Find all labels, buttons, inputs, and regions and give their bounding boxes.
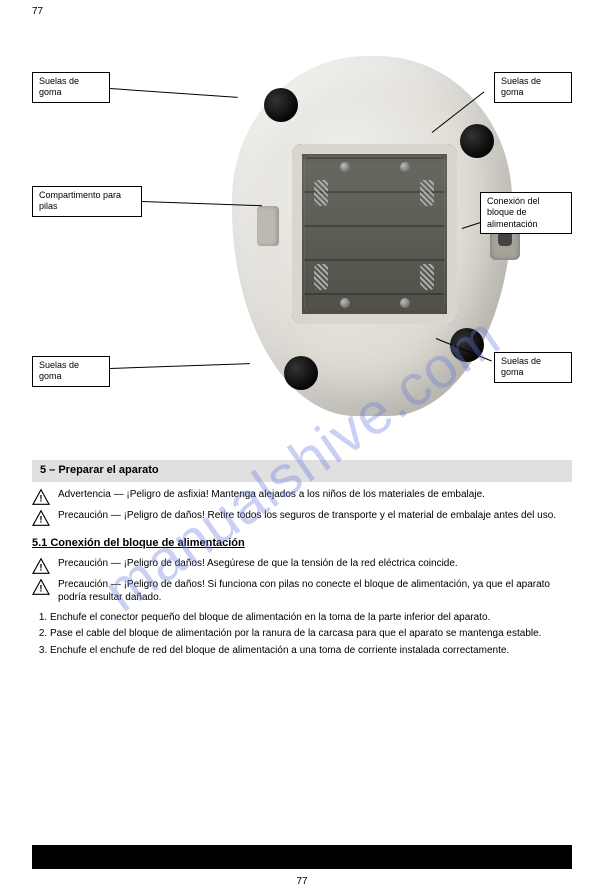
warning-icon: !: [32, 489, 50, 505]
svg-text:!: !: [39, 583, 42, 594]
callout-jack: Conexión del bloque de alimentación: [480, 192, 572, 234]
rubber-foot: [284, 356, 318, 390]
warning-text: Precaución — ¡Peligro de daños! Si funci…: [58, 578, 572, 605]
warning-row: ! Precaución — ¡Peligro de daños! Asegúr…: [32, 557, 572, 574]
warning-icon: !: [32, 510, 50, 526]
steps-list: Enchufe el conector pequeño del bloque d…: [32, 611, 572, 658]
rubber-foot: [460, 124, 494, 158]
page-number-top: 77: [32, 6, 43, 17]
callout-foot-br: Suelas de goma: [494, 352, 572, 383]
device-illustration: [202, 46, 502, 426]
battery-compartment: [292, 144, 457, 324]
warning-row: ! Precaución — ¡Peligro de daños! Si fun…: [32, 578, 572, 605]
callout-foot-bl: Suelas de goma: [32, 356, 110, 387]
footer-bar: [32, 845, 572, 869]
section-body: ! Advertencia — ¡Peligro de asfixia! Man…: [32, 488, 572, 660]
list-item: Enchufe el conector pequeño del bloque d…: [50, 611, 572, 625]
warning-row: ! Precaución — ¡Peligro de daños! Retire…: [32, 509, 572, 526]
warning-row: ! Advertencia — ¡Peligro de asfixia! Man…: [32, 488, 572, 505]
subsection-heading: 5.1 Conexión del bloque de alimentación: [32, 536, 572, 551]
callout-foot-tl: Suelas de goma: [32, 72, 110, 103]
warning-text: Precaución — ¡Peligro de daños! Asegúres…: [58, 557, 458, 574]
warning-text: Advertencia — ¡Peligro de asfixia! Mante…: [58, 488, 485, 505]
callout-battery: Compartimento para pilas: [32, 186, 142, 217]
warning-icon: !: [32, 579, 50, 595]
device-figure: Suelas de goma Compartimento para pilas …: [32, 36, 572, 446]
page-number-bottom: 77: [296, 876, 307, 887]
warning-text: Precaución — ¡Peligro de daños! Retire t…: [58, 509, 556, 526]
list-item: Pase el cable del bloque de alimentación…: [50, 627, 572, 641]
list-item: Enchufe el enchufe de red del bloque de …: [50, 644, 572, 658]
svg-text:!: !: [39, 514, 42, 525]
svg-text:!: !: [39, 562, 42, 573]
rubber-foot: [264, 88, 298, 122]
svg-text:!: !: [39, 493, 42, 504]
battery-latch: [257, 206, 279, 246]
callout-foot-tr: Suelas de goma: [494, 72, 572, 103]
warning-icon: !: [32, 558, 50, 574]
section-heading: 5 – Preparar el aparato: [32, 460, 572, 482]
